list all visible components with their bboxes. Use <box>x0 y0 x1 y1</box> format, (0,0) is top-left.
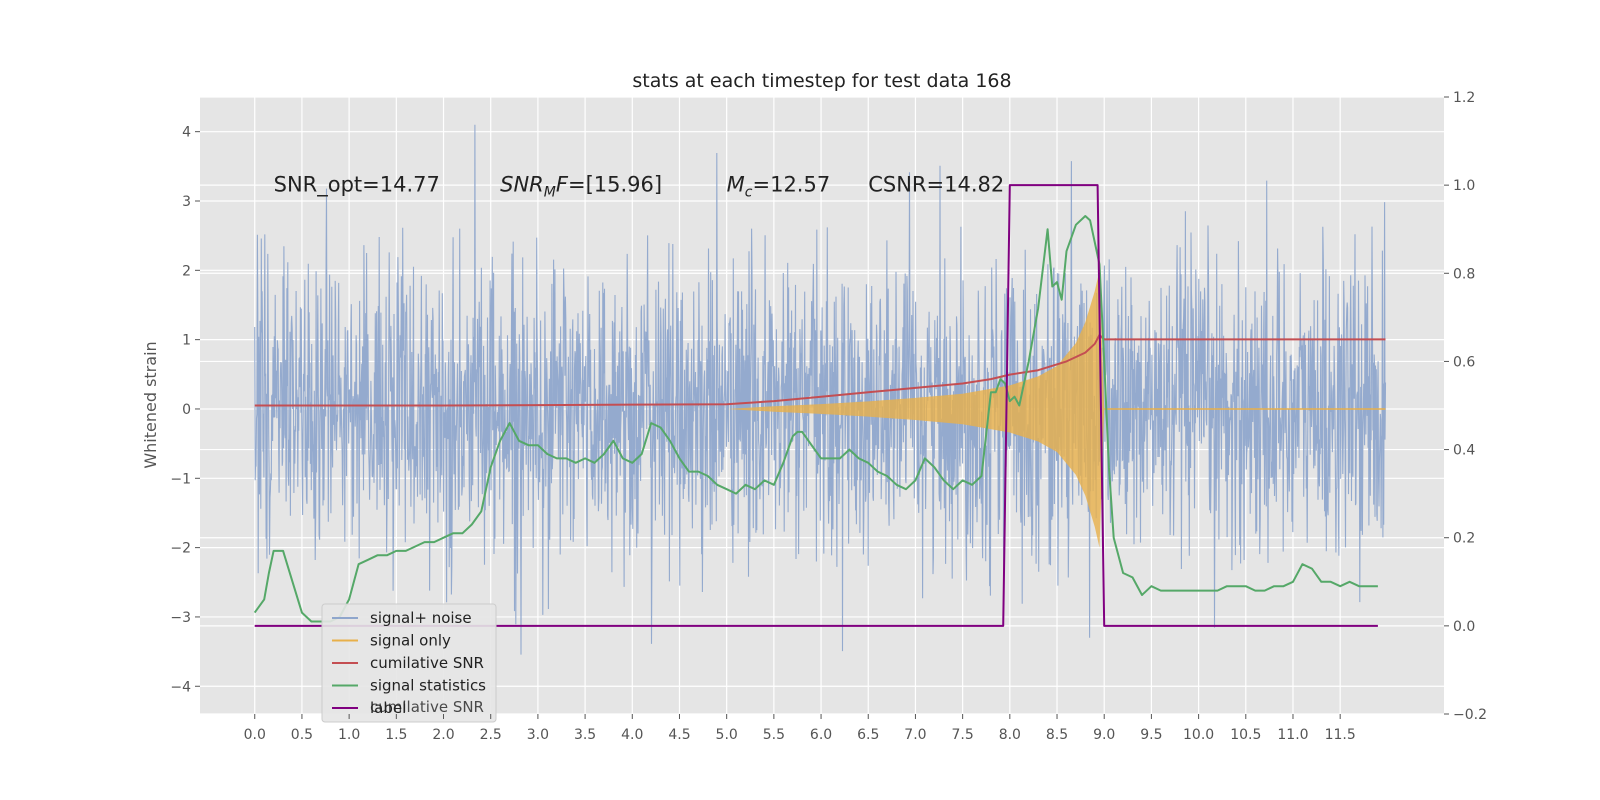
axes: 0.0 0.5 1.0 1.5 2.0 2.5 3.0 3.5 4.0 4.5 5.0 5.5 6.0 6… <box>170 90 1487 743</box>
series-label <box>254 184 1378 627</box>
series-signal-only <box>726 270 1105 548</box>
x-tick-label: 1.0 <box>338 727 360 743</box>
y-tick-label: 4 <box>182 125 191 141</box>
x-tick-label: 6.0 <box>810 727 832 743</box>
annotations: SNR_opt=14.77 SNRMF=[15.96] Mc=12.57 CSNR=1… <box>274 173 1005 201</box>
legend-entry: signal only <box>370 632 451 650</box>
x-tick-label: 9.0 <box>1093 727 1115 743</box>
legend-entry: label <box>370 699 406 717</box>
series-signal-statistics <box>253 215 1378 623</box>
y2-tick-label: 0.0 <box>1453 619 1475 635</box>
y2-tick-label: 0.4 <box>1453 443 1475 459</box>
y-tick-label: −1 <box>170 471 191 487</box>
x-tick-label: 2.5 <box>480 727 502 743</box>
x-tick-label: 6.5 <box>857 727 879 743</box>
plot-area <box>253 124 1387 655</box>
annotation-part: M <box>727 173 745 197</box>
x-tick-label: 5.5 <box>763 727 785 743</box>
legend: cumilative SNR signal+ noise signal only cu… <box>321 603 497 723</box>
y2-tick-label: 0.6 <box>1453 354 1475 370</box>
y-axis-title: Whitened strain <box>141 341 160 468</box>
legend-box <box>321 603 497 723</box>
y2-tick-label: −0.2 <box>1453 707 1487 723</box>
x-tick-label: 3.0 <box>527 727 549 743</box>
x-tick-label: 10.0 <box>1183 727 1214 743</box>
y2-tick-label: 0.8 <box>1453 266 1475 282</box>
y-tick-label: 0 <box>182 402 191 418</box>
x-tick-label: 0.5 <box>291 727 313 743</box>
x-tick-label: 4.5 <box>668 727 690 743</box>
legend-entry: signal+ noise <box>370 609 472 627</box>
annotation: Mc=12.57 <box>727 173 831 201</box>
x-tick-label: 11.5 <box>1325 727 1356 743</box>
legend-ghost-text: cumilative SNR <box>370 698 484 716</box>
y-tick-label: 1 <box>182 333 191 349</box>
chart-title: stats at each timestep for test data 168 <box>632 70 1011 92</box>
x-tick-label: 11.0 <box>1277 727 1308 743</box>
series-signal-noise <box>254 124 1387 655</box>
annotation-part: SNR <box>500 173 544 197</box>
y-tick-label: 2 <box>182 263 191 279</box>
annotation-part: c <box>745 185 753 201</box>
x-tick-label: 7.0 <box>904 727 926 743</box>
x-tick-label: 5.0 <box>716 727 738 743</box>
y-tick-label: −3 <box>170 610 191 626</box>
legend-entry: signal statistics <box>370 677 486 695</box>
y-tick-label: 3 <box>182 194 191 210</box>
y2-tick-label: 1.0 <box>1453 178 1475 194</box>
y2-tick-label: 0.2 <box>1453 531 1475 547</box>
legend-entry: cumilative SNR <box>370 654 484 672</box>
annotation: CSNR=14.82 <box>868 173 1004 197</box>
x-tick-label: 7.5 <box>952 727 974 743</box>
y2-tick-label: 1.2 <box>1453 90 1475 106</box>
annotation-part: M <box>544 185 556 201</box>
series-cumilative-snr <box>254 334 1386 407</box>
x-tick-label: 8.0 <box>999 727 1021 743</box>
y-tick-label: −2 <box>170 541 191 557</box>
y-tick-label: −4 <box>170 679 191 695</box>
x-tick-label: 2.0 <box>432 727 454 743</box>
annotation: SNRMF=[15.96] <box>500 173 662 201</box>
x-tick-label: 8.5 <box>1046 727 1068 743</box>
x-tick-label: 9.5 <box>1140 727 1162 743</box>
annotation-part: F <box>556 173 569 197</box>
x-tick-label: 3.5 <box>574 727 596 743</box>
annotation: SNR_opt=14.77 <box>274 173 440 198</box>
x-tick-label: 10.5 <box>1230 727 1261 743</box>
x-tick-label: 0.0 <box>244 727 266 743</box>
x-tick-label: 4.0 <box>621 727 643 743</box>
annotation-part: =[15.96] <box>568 173 662 197</box>
annotation-part: =12.57 <box>752 173 830 197</box>
x-tick-label: 1.5 <box>385 727 407 743</box>
